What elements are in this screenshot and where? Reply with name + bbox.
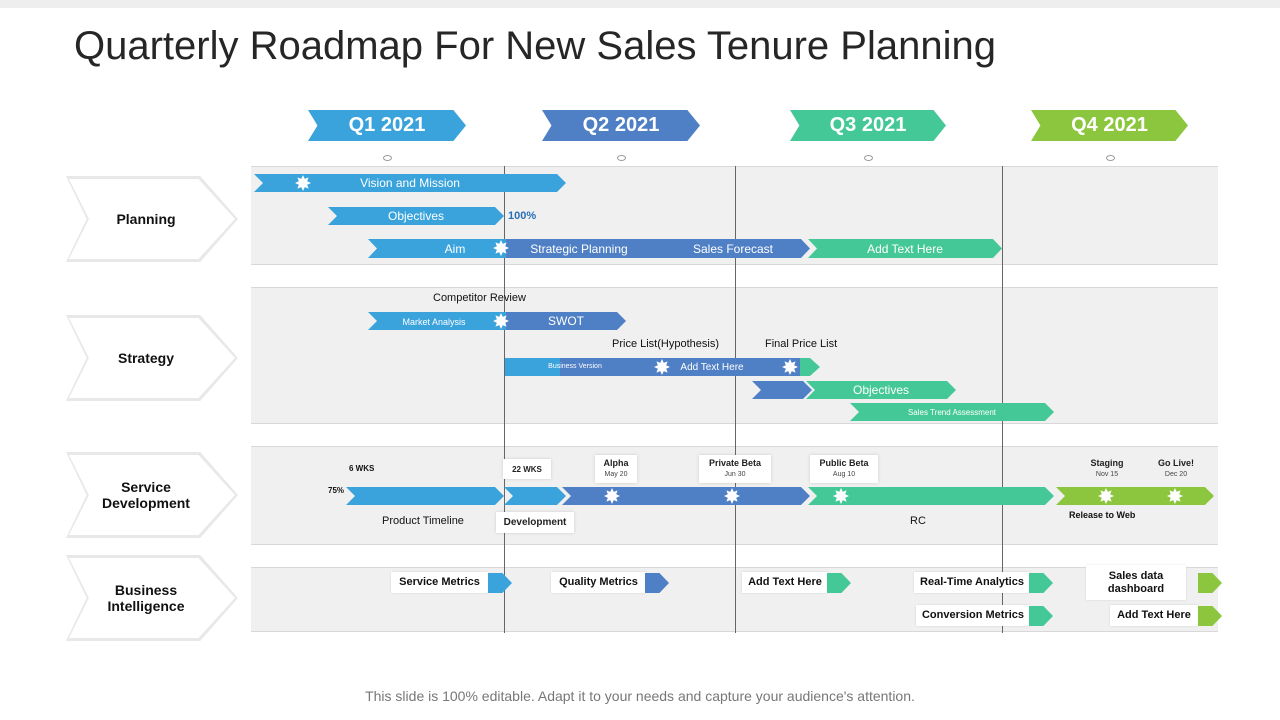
- staging-date: Nov 15: [1095, 471, 1119, 478]
- realtime-analytics-arrow: [1029, 573, 1053, 593]
- alpha-label: Alpha: [603, 458, 629, 468]
- slide-footer: This slide is 100% editable. Adapt it to…: [365, 688, 915, 704]
- twentytwo-wks-label: 22 WKS: [512, 464, 542, 474]
- divider-q2-q3: [735, 166, 736, 633]
- add-text-arrow-q3: [827, 573, 851, 593]
- staging-box: Staging Nov 15: [1082, 455, 1132, 483]
- conversion-metrics-card: Conversion Metrics: [916, 605, 1030, 626]
- alpha-date: May 20: [604, 471, 628, 478]
- row-label-strategy: Strategy: [66, 315, 238, 401]
- public-beta-box: Public Beta Aug 10: [810, 455, 878, 483]
- bar-sales-trend: Sales Trend Assessment: [850, 403, 1054, 421]
- divider-q1-q2: [504, 166, 505, 633]
- row-label-text: Planning: [69, 179, 235, 259]
- add-text-arrow-q4: [1198, 606, 1222, 626]
- bar-add-text-q3: Add Text Here: [808, 239, 1002, 258]
- quarter-tick-q4: [1106, 155, 1115, 161]
- service-metrics-arrow: [488, 573, 512, 593]
- alpha-box: Alpha May 20: [595, 455, 637, 483]
- six-wks-label: 6 WKS: [349, 464, 375, 473]
- milestone-star: [833, 488, 849, 504]
- quarter-q3: Q3 2021: [790, 110, 946, 141]
- milestone-star: [782, 359, 798, 375]
- realtime-analytics-card: Real-Time Analytics: [914, 572, 1030, 593]
- bar-market-analysis: [368, 312, 510, 330]
- sales-forecast-label: Sales Forecast: [692, 242, 774, 256]
- bar-alpha-beta: [562, 487, 810, 505]
- business-version-label: Business Version: [548, 363, 602, 370]
- slide-title: Quarterly Roadmap For New Sales Tenure P…: [74, 24, 996, 68]
- golive-date: Dec 20: [1164, 471, 1188, 478]
- bar-swot: SWOT: [506, 312, 626, 330]
- bar-aim-q1: [368, 239, 510, 258]
- milestone-star: [493, 313, 509, 329]
- milestone-star: [493, 240, 509, 256]
- quarter-tick-q3: [864, 155, 873, 161]
- bar-objectives-q3-blue: [752, 381, 812, 399]
- divider-q3-q4: [1002, 166, 1003, 633]
- private-beta-date: Jun 30: [724, 471, 746, 478]
- release-to-web-label: Release to Web: [1069, 510, 1136, 520]
- private-beta-label: Private Beta: [708, 458, 762, 468]
- bar-objectives-q3: Objectives: [806, 381, 956, 399]
- quality-metrics-card: Quality Metrics: [551, 572, 646, 593]
- conversion-metrics-arrow: [1029, 606, 1053, 626]
- strategic-planning-label: Strategic Planning: [530, 242, 628, 256]
- bar-vision-mission: Vision and Mission: [254, 174, 566, 192]
- bar-business-version-q2: [560, 358, 810, 376]
- sales-dashboard-arrow: [1198, 573, 1222, 593]
- row-label-bi: Business Intelligence: [66, 555, 238, 641]
- golive-label: Go Live!: [1157, 458, 1194, 468]
- development-box: Development: [496, 512, 574, 533]
- final-price-list-label: Final Price List: [765, 338, 838, 350]
- bar-objectives: Objectives: [328, 207, 504, 225]
- milestone-star: [724, 488, 740, 504]
- staging-label: Staging: [1090, 458, 1124, 468]
- rc-label: RC: [910, 515, 926, 527]
- competitor-review-label: Competitor Review: [433, 292, 526, 304]
- bar-business-version-q1: [505, 358, 565, 376]
- bar-price-tail: [800, 358, 820, 376]
- twentytwo-wks-box: 22 WKS: [503, 459, 551, 479]
- public-beta-label: Public Beta: [819, 458, 869, 468]
- product-timeline-label: Product Timeline: [382, 515, 464, 527]
- quality-metrics-arrow: [645, 573, 669, 593]
- milestone-star: [295, 175, 311, 191]
- price-list-hypothesis-label: Price List(Hypothesis): [612, 338, 719, 350]
- milestone-star: [1167, 488, 1183, 504]
- market-analysis-label: Market Analysis: [402, 317, 466, 327]
- bar-development: [504, 487, 566, 505]
- private-beta-box: Private Beta Jun 30: [699, 455, 771, 483]
- bar-rc: [808, 487, 1054, 505]
- service-percent: 75%: [328, 486, 345, 495]
- row-label-service: Service Development: [66, 452, 238, 538]
- row-label-text: Strategy: [69, 318, 235, 398]
- row-label-planning: Planning: [66, 176, 238, 262]
- add-text-card-q4: Add Text Here: [1110, 605, 1198, 626]
- quarter-tick-q1: [383, 155, 392, 161]
- milestone-star: [604, 488, 620, 504]
- row-label-text: Service Development: [69, 455, 235, 535]
- quarter-q4: Q4 2021: [1031, 110, 1188, 141]
- quarter-q1: Q1 2021: [308, 110, 466, 141]
- development-label: Development: [503, 517, 567, 528]
- add-text-card-q3: Add Text Here: [742, 572, 828, 593]
- row-label-text: Business Intelligence: [69, 558, 235, 638]
- band-strategy: [251, 287, 1218, 424]
- sales-dashboard-card: Sales data dashboard: [1086, 565, 1186, 600]
- public-beta-date: Aug 10: [832, 471, 856, 478]
- bar-product-timeline: [346, 487, 504, 505]
- aim-label: Aim: [444, 242, 466, 256]
- golive-box: Go Live! Dec 20: [1152, 455, 1200, 483]
- bar-aim-q2: [506, 239, 810, 258]
- top-strip: [0, 0, 1280, 8]
- service-metrics-card: Service Metrics: [391, 572, 488, 593]
- objectives-percent: 100%: [508, 210, 537, 222]
- milestone-star: [654, 359, 670, 375]
- add-text-label: Add Text Here: [680, 362, 744, 373]
- bar-release: [1056, 487, 1214, 505]
- quarter-tick-q2: [617, 155, 626, 161]
- quarter-q2: Q2 2021: [542, 110, 700, 141]
- milestone-star: [1098, 488, 1114, 504]
